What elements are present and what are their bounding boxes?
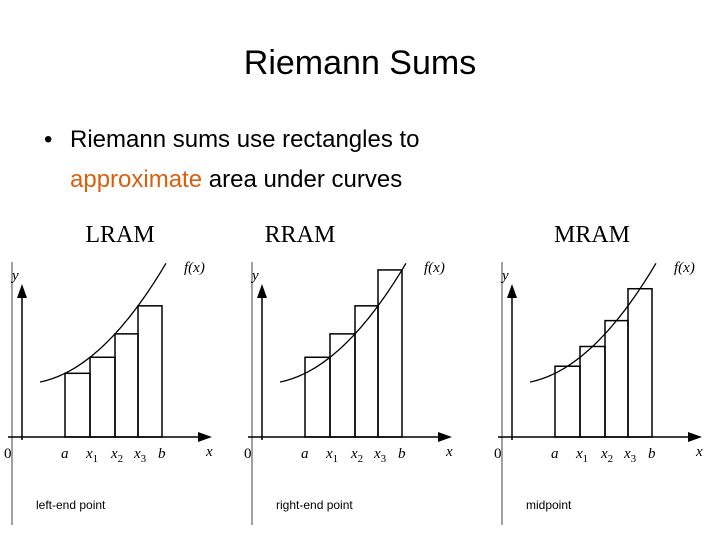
tick-label: x1 [85,446,98,465]
arrow [198,432,212,442]
tick-label: b [158,446,166,462]
tick-text: a [61,446,69,462]
origin-label: 0 [244,446,252,462]
tick-text: x [373,446,381,462]
tick-sub: 1 [583,453,589,465]
tick-sub: 3 [631,453,637,465]
rectangle [114,333,139,438]
bullet-text: Riemann sums use rectangles to approximat… [70,120,604,200]
function-label: f(x) [424,260,445,276]
bullet: • Riemann sums use rectangles to approxim… [44,120,604,200]
rectangle [137,305,163,438]
tick-sub: 2 [608,453,614,465]
function-label: f(x) [674,260,695,276]
tick-text: b [648,446,656,462]
rectangle [354,305,379,438]
tick-label: x2 [110,446,123,465]
tick-text: x [133,446,141,462]
tick-text: b [398,446,406,462]
tick-text: x [325,446,333,462]
rectangle [377,269,403,438]
rectangle [64,372,91,438]
tick-text: x [575,446,583,462]
curve [529,262,657,383]
tick-label: x3 [623,446,637,465]
tick-sub: 1 [93,453,99,465]
y-label: y [500,268,509,284]
tick-sub: 2 [358,453,364,465]
tick-sub: 3 [381,453,387,465]
tick-sub: 3 [141,453,147,465]
rectangle [554,365,581,438]
curve [279,262,407,383]
tick-label: b [398,446,406,462]
method-label: LRAM [85,222,154,248]
x-label: x [695,444,703,460]
bullet-dot: • [44,126,53,153]
caption: midpoint [526,498,572,512]
tick-text: b [158,446,166,462]
x-label: x [205,444,213,460]
tick-label: a [551,446,559,462]
arrow [507,284,517,298]
rectangle [329,333,356,438]
x-label: x [445,444,453,460]
title: Riemann Sums [243,44,477,82]
tick-text: x [110,446,118,462]
tick-label: x3 [373,446,387,465]
arrow [257,284,267,298]
method-label: MRAM [554,222,630,248]
arrow [438,432,452,442]
rectangle [89,356,116,438]
tick-text: x [623,446,631,462]
tick-label: a [301,446,309,462]
arrow [688,432,702,442]
tick-sub: 2 [118,453,124,465]
tick-label: x2 [600,446,613,465]
tick-sub: 1 [333,453,339,465]
highlight: approximate [70,166,203,193]
y-label: y [250,268,259,284]
rectangle [604,319,629,438]
rectangle [627,287,653,438]
method-label: RRAM [265,222,336,248]
rectangle [304,356,331,438]
origin-label: 0 [494,446,502,462]
tick-label: b [648,446,656,462]
tick-text: a [551,446,559,462]
caption: right-end point [276,498,353,512]
tick-label: x1 [575,446,588,465]
text: area under curves [208,166,403,193]
tick-text: x [350,446,358,462]
text: Riemann sums use rectangles to [70,126,420,153]
tick-text: x [85,446,93,462]
tick-text: a [301,446,309,462]
curve [39,262,167,383]
function-label: f(x) [184,260,205,276]
tick-label: a [61,446,69,462]
tick-label: x1 [325,446,338,465]
tick-label: x3 [133,446,147,465]
rectangle [579,345,606,438]
caption: left-end point [36,498,106,512]
arrow [17,284,27,298]
y-label: y [10,268,19,284]
tick-label: x2 [350,446,363,465]
tick-text: x [600,446,608,462]
origin-label: 0 [4,446,12,462]
